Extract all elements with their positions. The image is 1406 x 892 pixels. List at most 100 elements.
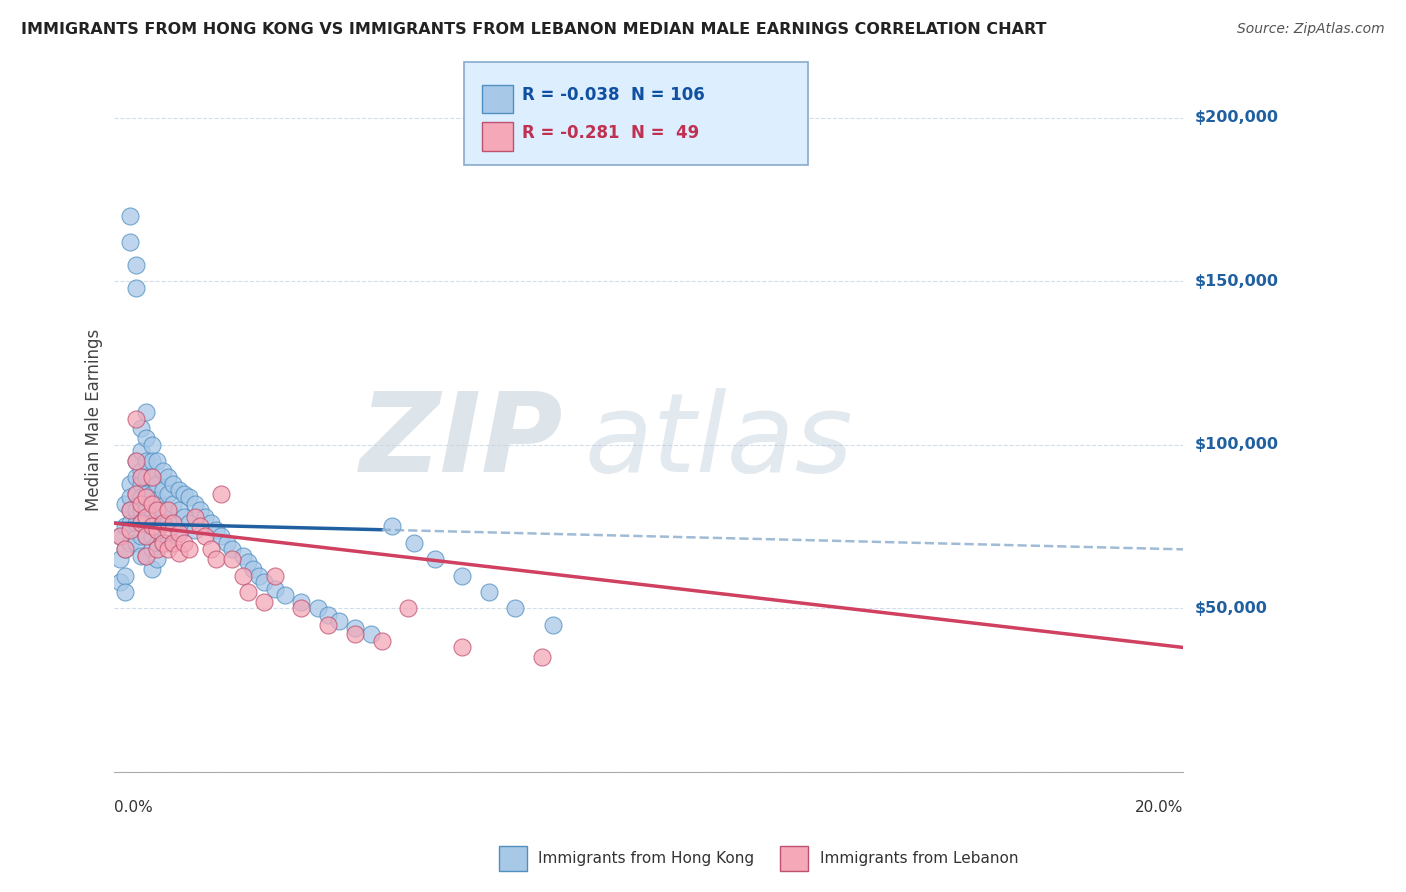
Point xyxy=(114,568,136,582)
Point xyxy=(162,516,184,531)
Point xyxy=(129,421,152,435)
Point xyxy=(146,523,169,537)
Point xyxy=(205,523,228,537)
Point xyxy=(135,529,157,543)
Point xyxy=(236,556,259,570)
Point xyxy=(156,487,179,501)
Text: 20.0%: 20.0% xyxy=(1135,799,1184,814)
Point xyxy=(316,607,339,622)
Point xyxy=(135,454,157,468)
Point xyxy=(360,627,382,641)
Point xyxy=(316,617,339,632)
Point xyxy=(232,568,254,582)
Point xyxy=(290,601,312,615)
Point xyxy=(173,509,195,524)
Point xyxy=(194,529,217,543)
Point xyxy=(141,454,163,468)
Point xyxy=(129,497,152,511)
Point xyxy=(274,588,297,602)
Text: ZIP: ZIP xyxy=(360,388,564,495)
Point xyxy=(114,497,136,511)
Point xyxy=(152,536,174,550)
Point xyxy=(215,536,238,550)
Point xyxy=(120,523,142,537)
Point xyxy=(135,490,157,504)
Point xyxy=(209,487,232,501)
Y-axis label: Median Male Earnings: Median Male Earnings xyxy=(86,329,103,511)
Point xyxy=(179,542,201,557)
Point xyxy=(129,470,152,484)
Point xyxy=(129,516,152,531)
Point xyxy=(129,464,152,478)
Point xyxy=(200,516,222,531)
Point xyxy=(450,568,472,582)
Text: $150,000: $150,000 xyxy=(1195,274,1278,289)
Point xyxy=(135,529,157,543)
Point xyxy=(141,470,163,484)
Point xyxy=(541,617,564,632)
Point xyxy=(146,493,169,508)
Point xyxy=(120,503,142,517)
Point xyxy=(183,497,205,511)
Point xyxy=(125,487,148,501)
Point xyxy=(402,536,425,550)
Point xyxy=(167,483,190,498)
Point xyxy=(156,523,179,537)
Point xyxy=(141,562,163,576)
Point xyxy=(247,568,270,582)
Point xyxy=(108,529,131,543)
Point xyxy=(114,519,136,533)
Point xyxy=(120,516,142,531)
Text: Immigrants from Hong Kong: Immigrants from Hong Kong xyxy=(538,851,755,865)
Point xyxy=(125,281,148,295)
Point xyxy=(141,438,163,452)
Point xyxy=(503,601,526,615)
Point xyxy=(114,542,136,557)
Point xyxy=(263,568,285,582)
Point xyxy=(129,503,152,517)
Point xyxy=(120,209,142,223)
Point xyxy=(530,650,553,665)
Point xyxy=(167,503,190,517)
Point xyxy=(188,503,211,517)
Point xyxy=(162,477,184,491)
Point xyxy=(120,477,142,491)
Point xyxy=(141,516,163,531)
Point xyxy=(156,503,179,517)
Point xyxy=(129,549,152,563)
Point xyxy=(173,487,195,501)
Point xyxy=(125,536,148,550)
Point xyxy=(152,516,174,531)
Point xyxy=(141,497,163,511)
Point xyxy=(146,536,169,550)
Point xyxy=(146,454,169,468)
Text: $50,000: $50,000 xyxy=(1195,600,1267,615)
Point xyxy=(129,529,152,543)
Point xyxy=(146,542,169,557)
Point xyxy=(120,235,142,249)
Point xyxy=(450,640,472,655)
Point xyxy=(173,536,195,550)
Point xyxy=(135,549,157,563)
Point xyxy=(263,582,285,596)
Point xyxy=(205,552,228,566)
Point xyxy=(188,519,211,533)
Point xyxy=(343,627,366,641)
Point xyxy=(108,529,131,543)
Point xyxy=(179,490,201,504)
Point xyxy=(114,542,136,557)
Text: $100,000: $100,000 xyxy=(1195,437,1278,452)
Point xyxy=(221,552,243,566)
Point xyxy=(167,546,190,560)
Point xyxy=(232,549,254,563)
Point xyxy=(156,536,179,550)
Text: Source: ZipAtlas.com: Source: ZipAtlas.com xyxy=(1237,22,1385,37)
Point xyxy=(129,516,152,531)
Point xyxy=(141,519,163,533)
Point xyxy=(396,601,419,615)
Text: R = -0.281  N =  49: R = -0.281 N = 49 xyxy=(522,124,699,142)
Point xyxy=(125,411,148,425)
Point xyxy=(141,470,163,484)
Point xyxy=(290,595,312,609)
Point xyxy=(221,542,243,557)
